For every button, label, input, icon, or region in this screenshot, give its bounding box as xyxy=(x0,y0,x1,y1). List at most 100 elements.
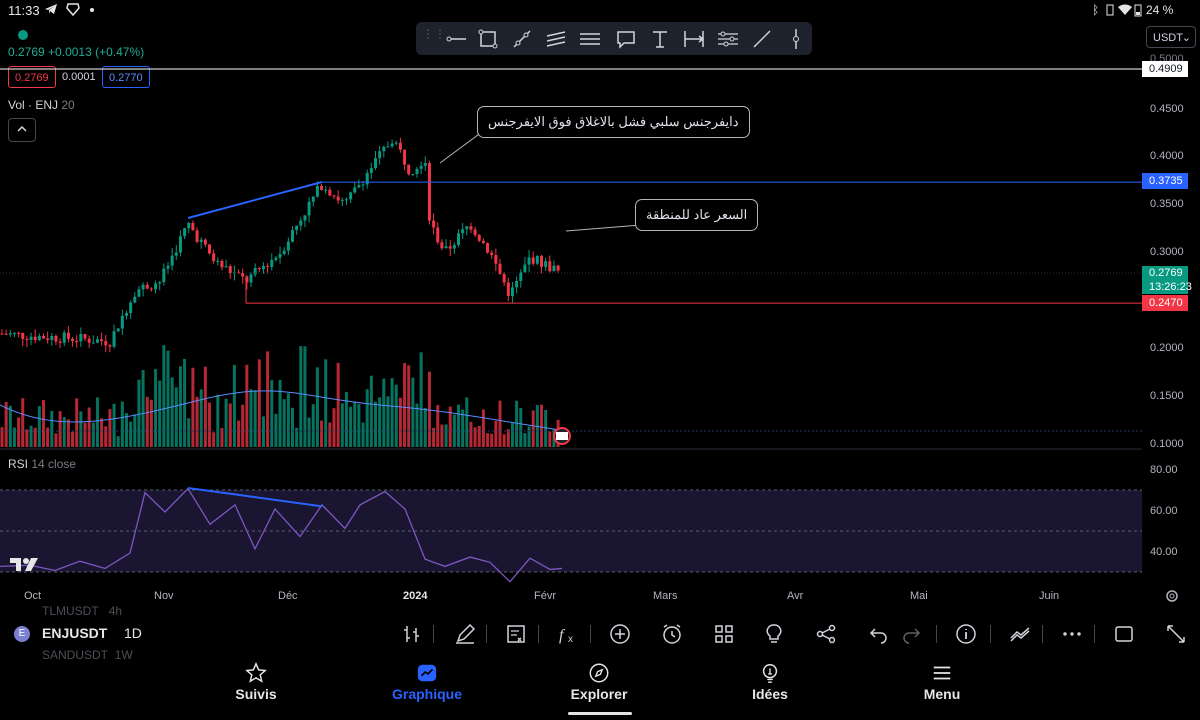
info-icon[interactable] xyxy=(954,622,978,646)
candle-body xyxy=(71,338,75,342)
currency-selector[interactable]: USDT ⌄ xyxy=(1146,26,1196,48)
collapse-legend-button[interactable] xyxy=(8,118,36,142)
anchored-text-icon[interactable] xyxy=(648,27,672,51)
volume-length: 20 xyxy=(61,98,75,112)
trend-line-icon[interactable] xyxy=(510,27,534,51)
candlesticks xyxy=(0,137,560,353)
parallel-channel-icon[interactable] xyxy=(544,27,568,51)
rectangle-icon[interactable] xyxy=(476,27,500,51)
candle-body xyxy=(365,172,369,185)
volume-bar xyxy=(506,429,510,447)
toolbar-divider xyxy=(990,625,991,643)
volume-bar xyxy=(71,431,75,447)
drag-handle-icon[interactable]: ⋮⋮ xyxy=(422,27,446,41)
candle-body xyxy=(220,260,224,268)
interval-button[interactable]: 1D xyxy=(124,625,142,641)
battery-percent: 24 % xyxy=(1146,3,1174,17)
sell-button[interactable]: 0.2769 xyxy=(8,66,56,88)
volume-bar xyxy=(224,398,228,447)
candle-body xyxy=(261,266,265,270)
undo-icon[interactable] xyxy=(866,622,890,646)
nav-idees[interactable]: Idées xyxy=(715,662,825,702)
volume-bar xyxy=(133,414,137,447)
volume-bar xyxy=(523,433,527,447)
volume-bar xyxy=(390,378,394,447)
volume-bar xyxy=(344,392,348,447)
chart-settings-icon[interactable] xyxy=(1164,588,1180,609)
annotation-callout-zone[interactable]: السعر عاد للمنطقة xyxy=(635,199,759,231)
annotation-callout-divergence[interactable]: دايفرجنس سلبي فشل بالاغلاق فوق الايفرجنس xyxy=(477,106,750,138)
ideas-icon[interactable] xyxy=(762,622,786,646)
candle-body xyxy=(162,268,166,283)
more-icon[interactable] xyxy=(1060,622,1084,646)
candle-body xyxy=(307,201,311,216)
candle-body xyxy=(519,272,523,281)
symbol-button[interactable]: ENJUSDT xyxy=(42,625,108,641)
template-icon[interactable] xyxy=(504,622,528,646)
volume-bar xyxy=(249,389,253,447)
expand-icon[interactable] xyxy=(1164,622,1188,646)
volume-bar xyxy=(50,410,54,447)
horizontal-lines-icon[interactable] xyxy=(578,27,602,51)
status-time: 11:33 xyxy=(8,3,40,18)
share-icon[interactable] xyxy=(814,622,838,646)
candle-body xyxy=(66,332,70,339)
volume-bar xyxy=(54,433,58,447)
price-tag-blue-line[interactable]: 0.3735 xyxy=(1142,173,1188,189)
redo-icon[interactable] xyxy=(900,622,924,646)
candle-body xyxy=(129,302,133,314)
candle-body xyxy=(332,195,336,197)
add-icon[interactable] xyxy=(608,622,632,646)
pitchfork-icon[interactable] xyxy=(716,27,740,51)
volume-bar xyxy=(519,407,523,447)
candle-body xyxy=(502,273,506,283)
candle-body xyxy=(108,345,112,347)
fullscreen-frame-icon[interactable] xyxy=(1112,622,1136,646)
volume-bar xyxy=(357,404,361,447)
menu-icon xyxy=(933,666,951,680)
volume-bar xyxy=(46,427,50,447)
compare-icon[interactable] xyxy=(400,622,424,646)
alert-icon[interactable] xyxy=(660,622,684,646)
volume-bar xyxy=(303,346,307,447)
volume-bar xyxy=(374,401,377,447)
candle-body xyxy=(100,339,104,342)
volume-legend[interactable]: Vol · ENJ 20 xyxy=(8,98,75,112)
candle-body xyxy=(212,253,216,262)
volume-bar xyxy=(212,432,216,447)
rsi-legend[interactable]: RSI 14 close xyxy=(8,457,76,471)
price-tag-upper-line[interactable]: 0.4909 xyxy=(1142,61,1188,77)
volume-bar xyxy=(469,421,473,447)
candle-body xyxy=(21,332,25,339)
nav-explorer[interactable]: Explorer xyxy=(544,662,654,702)
candle-body xyxy=(282,250,286,255)
price-tag-last[interactable]: 0.2769 13:26:23 xyxy=(1142,266,1192,294)
chart-type-icon[interactable] xyxy=(1008,622,1032,646)
price-chart[interactable] xyxy=(0,56,1200,606)
bar-countdown: 13:26:23 xyxy=(1149,281,1192,293)
date-range-icon[interactable] xyxy=(682,27,706,51)
line-icon[interactable] xyxy=(750,27,774,51)
volume-bar xyxy=(340,403,344,447)
buy-button[interactable]: 0.2770 xyxy=(102,66,150,88)
prev-symbol: TLMUSDT xyxy=(42,604,99,618)
candle-body xyxy=(104,341,108,346)
volume-bar xyxy=(237,420,241,447)
candle-body xyxy=(116,328,120,332)
vertical-line-icon[interactable] xyxy=(784,27,808,51)
volume-bar xyxy=(427,371,431,447)
price-tag-red-line[interactable]: 0.2470 xyxy=(1142,295,1188,311)
horizontal-ray-icon[interactable] xyxy=(444,27,468,51)
nav-menu[interactable]: Menu xyxy=(887,662,997,702)
vibrate-icon xyxy=(1104,4,1116,19)
nav-graphique[interactable]: Graphique xyxy=(372,662,482,702)
last-price-tag-value: 0.2769 xyxy=(1149,267,1183,279)
callout-icon[interactable] xyxy=(614,27,638,51)
nav-suivis[interactable]: Suivis xyxy=(201,662,311,702)
volume-bar xyxy=(436,405,440,447)
volume-bar xyxy=(432,427,436,447)
draw-icon[interactable] xyxy=(453,622,477,646)
volume-bar xyxy=(481,409,485,447)
layout-icon[interactable] xyxy=(712,622,736,646)
